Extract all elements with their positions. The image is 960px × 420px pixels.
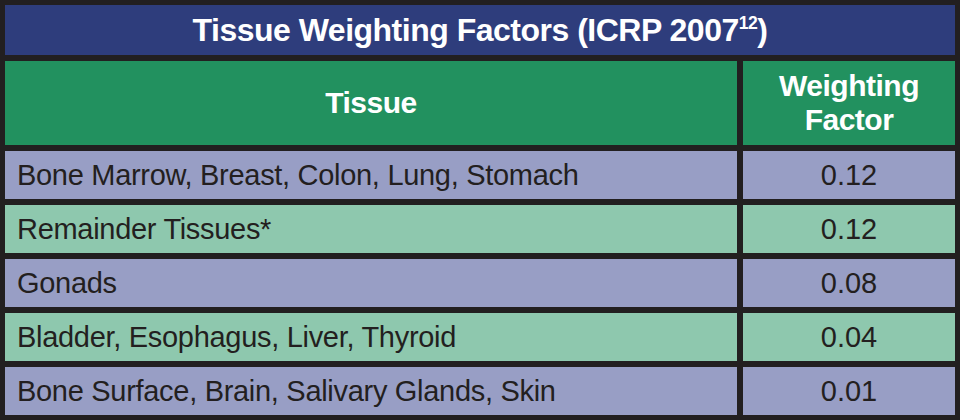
table-row-factor: 0.12 [743, 151, 955, 199]
factor-value: 0.01 [821, 375, 877, 408]
tissue-value: Remainder Tissues* [17, 213, 271, 246]
table-row-factor: 0.12 [743, 205, 955, 253]
tissue-value: Bladder, Esophagus, Liver, Thyroid [17, 321, 456, 354]
table-row-tissue: Bladder, Esophagus, Liver, Thyroid [5, 313, 737, 361]
column-header-weighting-factor: Weighting Factor [743, 61, 955, 145]
table-row-tissue: Remainder Tissues* [5, 205, 737, 253]
table-title-bar: Tissue Weighting Factors (ICRP 200712) [5, 5, 955, 55]
tissue-value: Bone Surface, Brain, Salivary Glands, Sk… [17, 375, 556, 408]
table-title-superscript: 12 [739, 13, 758, 33]
column-header-weighting-factor-label: Weighting Factor [757, 69, 941, 138]
table-title-suffix: ) [757, 12, 767, 48]
table-row-factor: 0.01 [743, 367, 955, 415]
factor-value: 0.12 [821, 159, 877, 192]
column-header-tissue-label: Tissue [325, 86, 417, 121]
table-row-factor: 0.08 [743, 259, 955, 307]
table-row-tissue: Bone Marrow, Breast, Colon, Lung, Stomac… [5, 151, 737, 199]
column-header-tissue: Tissue [5, 61, 737, 145]
weighting-factors-table: Tissue Weighting Factors (ICRP 200712) T… [0, 0, 960, 420]
table-title-prefix: Tissue Weighting Factors (ICRP 2007 [193, 12, 739, 48]
factor-value: 0.04 [821, 321, 877, 354]
factor-value: 0.08 [821, 267, 877, 300]
tissue-value: Bone Marrow, Breast, Colon, Lung, Stomac… [17, 159, 579, 192]
tissue-value: Gonads [17, 267, 117, 300]
table-row-tissue: Gonads [5, 259, 737, 307]
factor-value: 0.12 [821, 213, 877, 246]
table-row-tissue: Bone Surface, Brain, Salivary Glands, Sk… [5, 367, 737, 415]
table-grid: Tissue Weighting Factors (ICRP 200712) T… [5, 5, 955, 415]
table-title: Tissue Weighting Factors (ICRP 200712) [193, 12, 768, 49]
table-row-factor: 0.04 [743, 313, 955, 361]
